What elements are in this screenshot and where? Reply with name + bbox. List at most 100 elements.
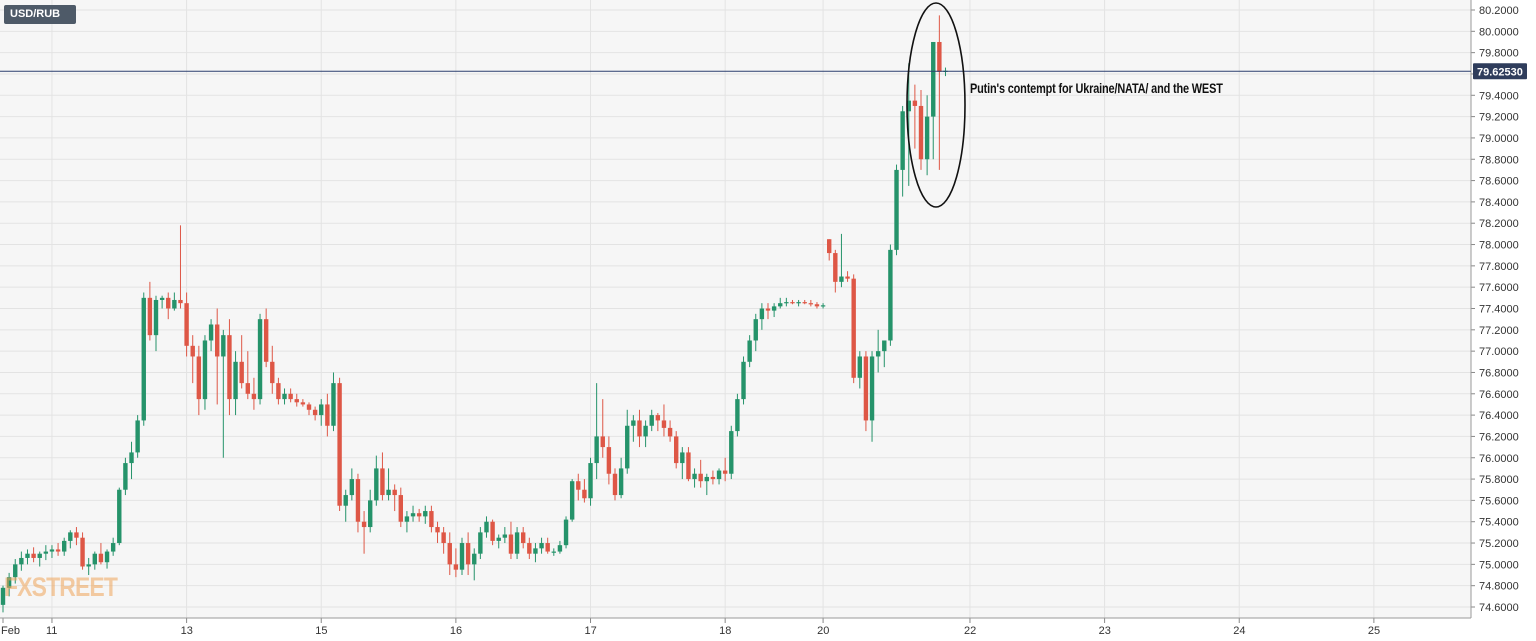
candle-body <box>906 100 911 112</box>
candle-body <box>429 511 434 528</box>
candle-body <box>869 356 875 421</box>
candle-body <box>502 534 508 538</box>
price-label-bg <box>1473 63 1527 80</box>
candle-body <box>355 479 361 522</box>
candle-body <box>496 537 501 541</box>
y-tick-label: 78.0000 <box>1479 240 1519 252</box>
y-tick-label: 77.8000 <box>1479 261 1519 273</box>
candle-body <box>55 549 61 552</box>
candle-body <box>251 393 257 400</box>
x-tick-label: 17 <box>585 625 597 637</box>
candle-body <box>153 299 159 336</box>
candle-body <box>245 383 250 394</box>
y-tick-label: 77.6000 <box>1479 282 1519 294</box>
candle-body <box>472 553 477 565</box>
y-tick-label: 78.4000 <box>1479 197 1519 209</box>
candle-body <box>533 548 538 554</box>
candle-body <box>337 383 342 506</box>
candle-body <box>490 521 495 541</box>
candle-body <box>98 553 104 563</box>
candle-body <box>43 551 49 554</box>
candle-body <box>25 553 30 558</box>
candle-body <box>453 564 459 570</box>
candle-body <box>582 489 587 499</box>
candle-body <box>257 319 263 400</box>
x-tick-label: 13 <box>181 625 193 637</box>
candle-body <box>349 479 355 496</box>
candle-body <box>606 447 612 474</box>
candle-body <box>527 543 532 554</box>
candle-body <box>637 420 642 437</box>
candle-body <box>784 302 789 304</box>
candle-body <box>753 319 758 341</box>
candle-body <box>674 436 679 464</box>
candle-body <box>178 299 183 304</box>
y-tick-label: 75.2000 <box>1479 538 1519 550</box>
x-tick-label: 24 <box>1233 625 1245 637</box>
x-tick-label: 25 <box>1368 625 1380 637</box>
candle-body <box>882 340 887 352</box>
candle-body <box>827 239 832 254</box>
fxstreet-logo: FXSTREET <box>4 572 118 602</box>
candle-body <box>576 481 581 490</box>
candle-body <box>845 276 850 279</box>
candle-body <box>62 540 67 552</box>
y-tick-label: 74.8000 <box>1479 581 1519 593</box>
candle-body <box>833 253 838 282</box>
candle-body <box>276 383 281 400</box>
candle-body <box>104 551 110 563</box>
candle-body <box>545 543 550 552</box>
candle-body <box>416 513 422 517</box>
y-tick-label: 76.8000 <box>1479 367 1519 379</box>
candle-body <box>202 340 208 400</box>
candle-body <box>392 489 397 496</box>
candle-body <box>557 545 563 552</box>
candle-body <box>31 553 36 558</box>
candle-body <box>667 427 673 437</box>
candle-body <box>888 249 893 341</box>
annotation-text: Putin's contempt for Ukraine/NATA/ and t… <box>970 80 1223 96</box>
candle-body <box>924 116 930 160</box>
candle-body <box>863 356 869 421</box>
y-tick-label: 80.0000 <box>1479 26 1519 38</box>
candle-body <box>13 564 18 578</box>
candle-body <box>141 297 146 421</box>
y-tick-label: 76.2000 <box>1479 431 1519 443</box>
y-tick-label: 75.8000 <box>1479 474 1519 486</box>
candle-body <box>937 41 942 72</box>
y-tick-label: 75.4000 <box>1479 517 1519 529</box>
price-label: 79.62530 <box>1477 66 1523 78</box>
candle-body <box>686 452 691 480</box>
candle-body <box>184 303 189 346</box>
candle-body <box>68 532 73 541</box>
candle-body <box>294 399 299 403</box>
candle-body <box>918 105 924 160</box>
candle-body <box>655 415 661 421</box>
candle-body <box>612 473 618 496</box>
candle-body <box>931 41 936 117</box>
candle-body <box>661 420 667 428</box>
x-axis: Feb 11 13 15 16 17 18 20 22 23 24 25 <box>0 617 1471 637</box>
x-tick-label: 22 <box>964 625 976 637</box>
candle-body <box>282 393 287 400</box>
candle-body <box>312 409 318 416</box>
y-tick-label: 74.6000 <box>1479 602 1519 614</box>
candle-body <box>680 452 685 464</box>
candle-body <box>704 476 709 482</box>
candle-body <box>404 516 410 522</box>
candle-body <box>300 402 306 405</box>
y-tick-label: 80.2000 <box>1479 5 1519 17</box>
candle-body <box>710 476 716 480</box>
y-tick-label: 76.4000 <box>1479 410 1519 422</box>
y-tick-label: 75.6000 <box>1479 495 1519 507</box>
candle-body <box>208 324 214 341</box>
candle-body <box>851 278 856 378</box>
candle-body <box>716 470 722 480</box>
candle-body <box>361 521 367 528</box>
candle-body <box>692 473 697 480</box>
candle-body <box>759 308 765 320</box>
candle-body <box>147 297 153 336</box>
candle-body <box>196 356 202 400</box>
candle-body <box>649 415 654 426</box>
